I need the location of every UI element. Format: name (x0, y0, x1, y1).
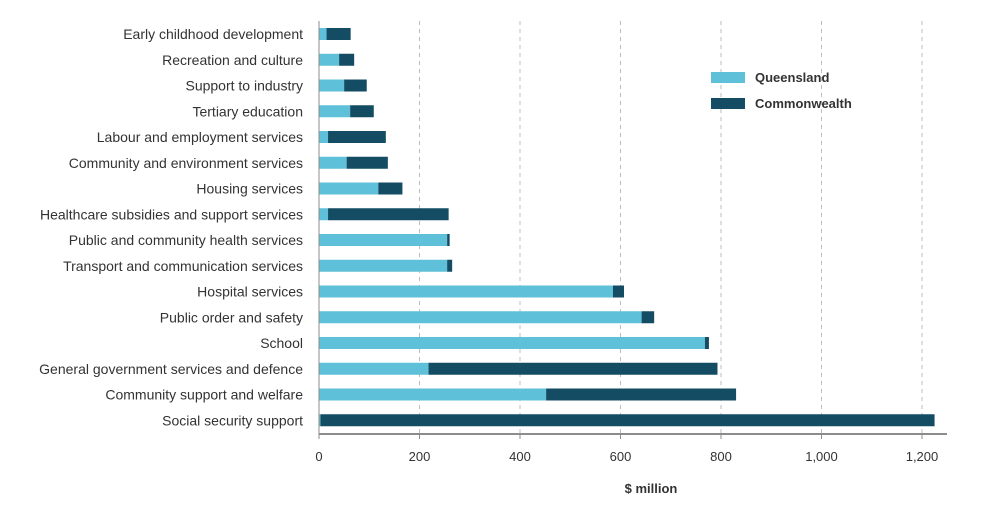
bar-segment-queensland (319, 414, 321, 427)
category-label: Support to industry (185, 78, 303, 94)
category-labels: Early childhood development Recreation an… (39, 26, 303, 428)
x-tick-label: 1,200 (906, 449, 939, 464)
bar-segment-commonwealth (704, 337, 709, 349)
bar-segment-queensland (319, 182, 379, 195)
legend-swatch (711, 72, 745, 83)
bar-segment-commonwealth (641, 311, 655, 324)
bar-segment-commonwealth (428, 362, 718, 375)
x-axis: 0 200 400 600 800 1,000 1,200 (315, 21, 947, 464)
category-label: Tertiary education (192, 103, 303, 119)
category-label: School (260, 335, 303, 351)
bar-segment-commonwealth (378, 182, 403, 195)
legend-label: Queensland (755, 70, 829, 85)
bar-segment-commonwealth (350, 105, 374, 118)
bar-segment-queensland (319, 311, 642, 324)
bar-segment-commonwealth (447, 234, 450, 246)
category-label: Labour and employment services (97, 129, 303, 145)
category-label: Housing services (196, 181, 303, 197)
category-label: Hospital services (197, 284, 303, 300)
x-tick-label: 0 (315, 449, 322, 464)
bar-segment-commonwealth (447, 259, 453, 272)
legend-swatch (711, 98, 745, 109)
x-tick-label: 600 (610, 449, 632, 464)
bar-segment-commonwealth (339, 53, 355, 66)
category-label: Social security support (162, 412, 303, 428)
legend-label: Commonwealth (755, 96, 852, 111)
x-tick-label: 800 (710, 449, 732, 464)
legend: Queensland Commonwealth (711, 70, 852, 111)
bar-segment-queensland (319, 362, 429, 375)
bar-segment-commonwealth (344, 79, 367, 92)
bar-segment-queensland (319, 208, 329, 221)
bar-segment-queensland (319, 131, 329, 143)
category-label: Healthcare subsidies and support service… (40, 206, 303, 222)
bar-segment-commonwealth (612, 285, 625, 298)
bar-segment-commonwealth (546, 388, 737, 401)
x-tick-label: 200 (409, 449, 431, 464)
category-label: Community support and welfare (105, 387, 303, 403)
x-tick-label: 400 (509, 449, 531, 464)
category-label: General government services and defence (39, 361, 303, 377)
bar-segment-commonwealth (320, 414, 935, 427)
bar-segment-queensland (319, 28, 327, 40)
bar-segment-queensland (319, 285, 613, 298)
category-label: Public order and safety (160, 309, 303, 325)
bar-segment-queensland (319, 156, 347, 169)
bar-segment-commonwealth (346, 156, 388, 169)
bar-segment-queensland (319, 234, 448, 246)
x-axis-title: $ million (625, 481, 678, 496)
bar-segment-commonwealth (328, 208, 449, 221)
category-label: Early childhood development (123, 26, 303, 42)
bars (319, 28, 935, 427)
x-tick-label: 1,000 (805, 449, 838, 464)
bar-segment-commonwealth (326, 28, 351, 40)
bar-segment-queensland (319, 259, 448, 272)
bar-segment-queensland (319, 337, 705, 349)
bar-segment-queensland (319, 388, 547, 401)
bar-segment-queensland (319, 53, 340, 66)
category-label: Transport and communication services (63, 258, 303, 274)
category-label: Community and environment services (69, 155, 303, 171)
category-label: Public and community health services (69, 232, 303, 248)
category-label: Recreation and culture (162, 52, 303, 68)
bar-segment-queensland (319, 79, 345, 92)
bar-segment-commonwealth (328, 131, 386, 143)
bar-segment-queensland (319, 105, 351, 118)
